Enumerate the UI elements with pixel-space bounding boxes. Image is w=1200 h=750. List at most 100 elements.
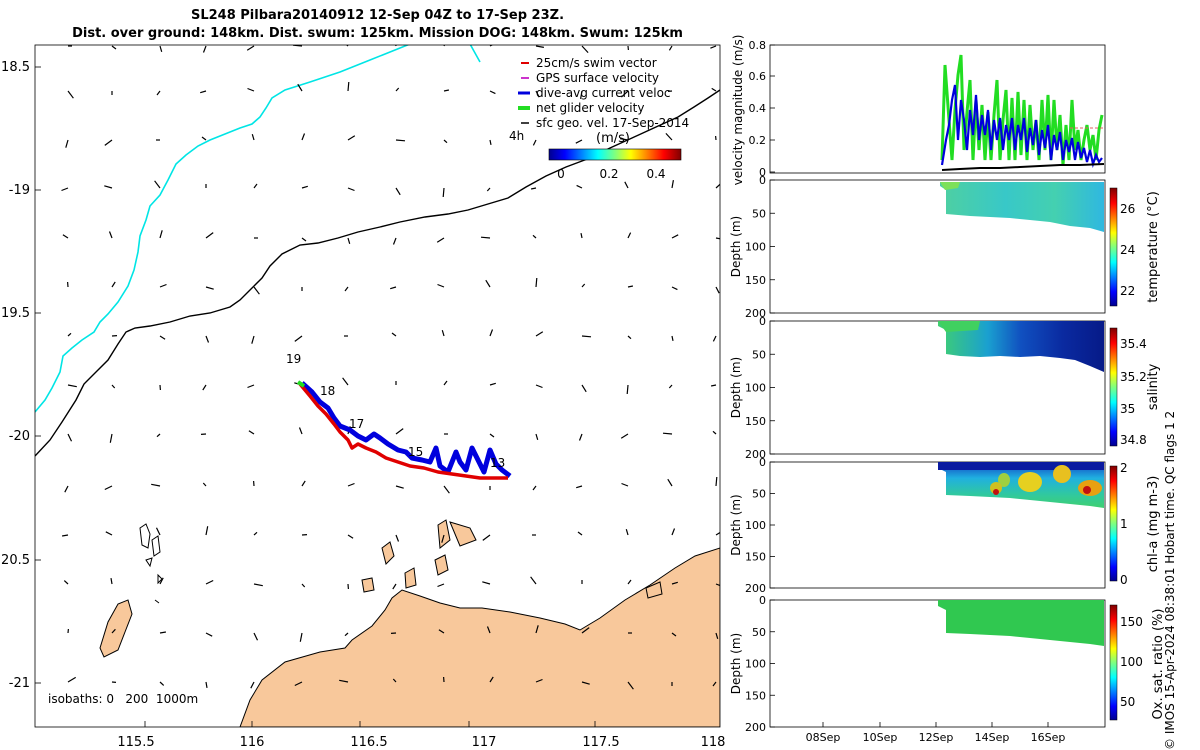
current-vector-arrow xyxy=(489,433,495,438)
current-vector-arrow xyxy=(156,433,161,438)
current-vector-arrow xyxy=(442,187,445,198)
chl-patch xyxy=(998,473,1010,487)
current-vector-arrow xyxy=(63,580,69,585)
current-vector-arrow xyxy=(620,433,629,439)
current-vector-arrow xyxy=(671,528,676,536)
velocity-ytick: 0.2 xyxy=(749,134,767,147)
current-vector-arrow xyxy=(671,581,678,585)
current-vector-arrow xyxy=(159,283,167,288)
current-vector-arrow xyxy=(253,531,258,536)
day-label-17: 17 xyxy=(349,417,364,431)
colorbar-gradient xyxy=(548,148,682,161)
current-vector-arrow xyxy=(342,377,349,386)
depth-ylabel: Depth (m) xyxy=(729,216,743,277)
current-vector-arrow xyxy=(61,187,69,192)
temperature-surface xyxy=(940,182,960,190)
current-vector-arrow xyxy=(347,534,354,539)
map-xtick: 116 xyxy=(240,735,265,750)
legend-label: sfc geo. vel. 17-Sep-2014 xyxy=(536,116,689,130)
current-vector-arrow xyxy=(294,681,303,687)
oxygen-cbar-tick: 100 xyxy=(1120,655,1143,669)
colorbar-unit: (m/s) xyxy=(596,131,630,146)
current-vector-arrow xyxy=(64,485,69,493)
current-vector-arrow xyxy=(205,335,210,343)
map-ytick: 18.5 xyxy=(1,60,30,75)
salinity-section xyxy=(769,320,1106,455)
current-vector-arrow xyxy=(395,87,400,92)
current-vector-arrow xyxy=(395,187,401,196)
current-vector-arrow xyxy=(301,237,307,242)
depth-tick-label: 50 xyxy=(752,348,766,361)
depth-ylabel: Depth (m) xyxy=(729,494,743,555)
current-vector-arrow xyxy=(347,135,356,141)
day-label-13: 13 xyxy=(490,456,505,470)
current-vector-arrow xyxy=(662,432,673,435)
day-label-19: 19 xyxy=(286,352,301,366)
current-vector-arrow xyxy=(105,531,113,536)
current-vector-arrow xyxy=(711,87,717,92)
current-vector-arrow xyxy=(67,433,73,442)
depth-tick-label: 0 xyxy=(759,174,766,187)
current-vector-arrow xyxy=(251,335,255,344)
map-frame xyxy=(34,44,721,728)
speed-colorbar: 4h (m/s) 0 0.2 0.4 xyxy=(509,129,682,181)
current-vector-arrow xyxy=(627,285,634,288)
depth-tick-label: 150 xyxy=(745,551,766,564)
day-label-18: 18 xyxy=(320,384,335,398)
chl-cbar-tick: 2 xyxy=(1120,461,1128,475)
salinity-fill xyxy=(938,321,1104,372)
temperature-section xyxy=(769,179,1106,314)
time-xtick: 12Sep xyxy=(919,731,954,744)
current-vector-arrow xyxy=(253,183,258,189)
current-vector-arrow xyxy=(347,81,350,92)
depth-axes: 0 50 100 150 200 Depth (m) 0 50 100 150 200 Depth (… xyxy=(729,174,775,734)
current-vector-arrow xyxy=(67,676,77,683)
current-vector-arrow xyxy=(104,485,113,491)
depth-ylabel: Depth (m) xyxy=(729,633,743,694)
current-vector-arrow xyxy=(248,430,255,435)
current-vector-arrow xyxy=(205,526,209,536)
velocity-ytick: 0.4 xyxy=(749,102,767,115)
current-vector-arrow xyxy=(712,335,717,342)
current-vector-arrow xyxy=(482,534,491,541)
current-vector-arrow xyxy=(201,136,207,141)
depth-tick-label: 50 xyxy=(752,207,766,220)
map-xtick: 117.5 xyxy=(582,735,619,750)
current-vector-arrow xyxy=(61,534,69,537)
current-vector-arrow xyxy=(489,90,496,95)
current-vector-arrow xyxy=(159,631,167,634)
current-vector-arrow xyxy=(627,232,632,239)
salinity-surface xyxy=(938,321,980,332)
map-ytick: -19 xyxy=(9,183,30,198)
current-vector-arrow xyxy=(581,384,587,393)
current-vector-arrow xyxy=(205,232,214,239)
current-vector-arrow xyxy=(155,527,161,536)
current-vector-arrow xyxy=(395,485,404,489)
current-vector-arrow xyxy=(395,428,404,435)
glider-track xyxy=(296,380,512,480)
depth-tick-label: 150 xyxy=(745,415,766,428)
depth-tick-label: 0 xyxy=(759,456,766,469)
salinity-cbar-label: salinity xyxy=(1146,363,1161,410)
current-vector-arrow xyxy=(111,384,116,389)
current-vector-arrow xyxy=(535,45,545,48)
current-vector-arrow xyxy=(438,629,445,634)
current-vector-arrow xyxy=(108,231,113,239)
oxygen-colorbar: 50 100 150 Ox. sat. ratio (%) xyxy=(1109,604,1166,721)
current-vector-arrow xyxy=(581,681,590,685)
salinity-cbar-tick: 35.4 xyxy=(1120,337,1147,351)
current-vector-arrow xyxy=(581,627,590,634)
current-vector-arrow xyxy=(344,632,349,637)
current-vector-arrow xyxy=(202,384,207,391)
current-vector-arrow xyxy=(712,430,717,435)
coastline-land xyxy=(239,547,720,727)
colorbar-step-label: 4h xyxy=(509,129,524,143)
current-vector-arrow xyxy=(530,187,537,190)
chl-colorbar: 0 1 2 chl-a (mg m-3) xyxy=(1109,461,1161,587)
map-ytick: 19.5 xyxy=(1,306,30,321)
isobaths-label: isobaths: 0 200 1000m xyxy=(48,692,198,706)
current-vector-arrow xyxy=(535,433,539,440)
current-vector-arrow xyxy=(345,45,349,47)
depth-tick-label: 50 xyxy=(752,488,766,501)
